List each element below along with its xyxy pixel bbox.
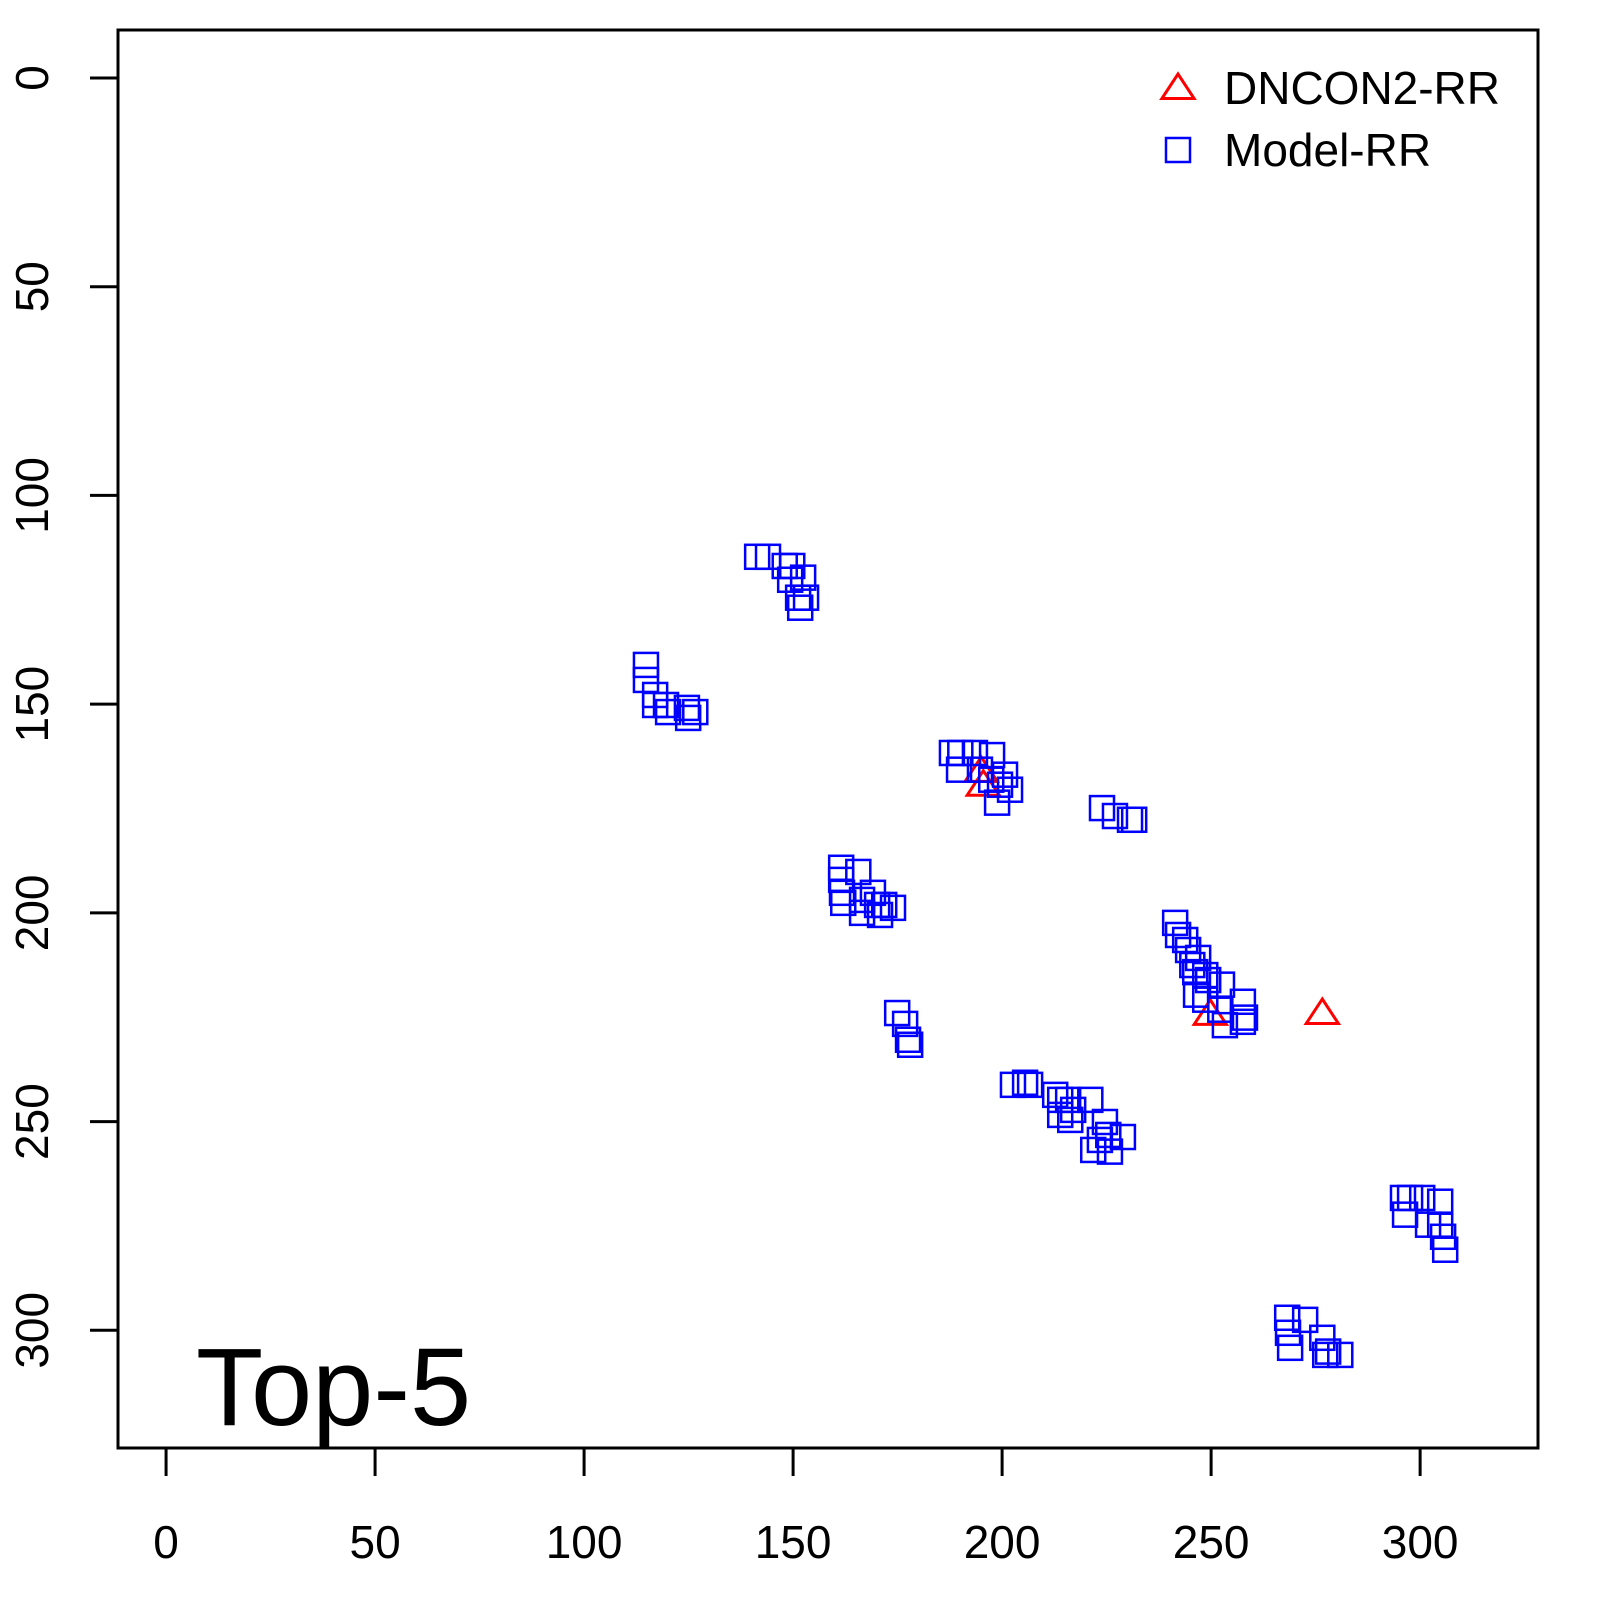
legend-label: DNCON2-RR <box>1224 62 1500 114</box>
square-point <box>1192 986 1219 1013</box>
y-tick-label: 250 <box>6 1083 58 1160</box>
square-point <box>894 1026 922 1054</box>
square-point <box>1391 1201 1419 1228</box>
square-point <box>1011 1069 1039 1097</box>
square-point <box>986 771 1014 798</box>
square-point <box>654 698 682 726</box>
x-tick-label: 150 <box>755 1516 832 1568</box>
square-point <box>1408 1184 1436 1212</box>
square-point <box>891 1010 919 1038</box>
square-point <box>1211 1011 1239 1039</box>
y-tick-label: 0 <box>6 65 58 91</box>
square-point <box>1109 1123 1137 1151</box>
square-point <box>632 666 660 694</box>
x-tick-label: 200 <box>964 1516 1041 1568</box>
square-point <box>1174 936 1202 964</box>
square-point <box>1056 1106 1084 1134</box>
y-tick-label: 50 <box>6 261 58 312</box>
square-point <box>945 756 973 783</box>
square-point <box>1077 1086 1104 1114</box>
square-point <box>870 891 898 919</box>
plot-frame <box>116 28 1540 1450</box>
square-point <box>845 858 872 886</box>
square-point <box>996 776 1024 803</box>
legend-marker <box>1164 136 1192 164</box>
y-tick-label: 200 <box>6 874 58 951</box>
square-point <box>1079 1136 1107 1164</box>
x-tick-label: 0 <box>153 1516 179 1568</box>
square-point <box>848 899 876 927</box>
square-point <box>896 1031 924 1059</box>
triangle-point <box>1303 996 1342 1026</box>
square-point <box>1184 944 1212 972</box>
square-point <box>1327 1341 1354 1369</box>
annotation: Top-5 <box>196 1326 471 1449</box>
square-point <box>991 761 1019 788</box>
x-tick-label: 250 <box>1173 1516 1250 1568</box>
legend-label: Model-RR <box>1224 124 1431 176</box>
square-point <box>786 594 814 621</box>
square-point <box>828 879 856 907</box>
square-point <box>1309 1324 1336 1352</box>
square-point <box>632 651 660 679</box>
square-point <box>947 739 974 767</box>
square-point <box>673 694 701 722</box>
square-point <box>1054 1086 1082 1114</box>
legend-marker <box>1159 71 1197 100</box>
square-point <box>789 564 817 591</box>
y-tick-label: 100 <box>6 457 58 534</box>
square-point <box>682 698 709 726</box>
square-point <box>792 584 820 611</box>
square-point <box>1101 802 1129 830</box>
square-point <box>1182 981 1210 1008</box>
square-point <box>1276 1334 1304 1362</box>
square-point <box>1120 806 1148 834</box>
y-tick-label: 150 <box>6 666 58 743</box>
square-point <box>879 894 907 922</box>
x-tick-label: 50 <box>349 1516 400 1568</box>
square-point <box>961 739 989 767</box>
square-point <box>1046 1101 1074 1129</box>
square-point <box>1273 1304 1301 1332</box>
triangle-point <box>964 767 1003 797</box>
square-point <box>1229 1008 1257 1036</box>
y-tick-label: 300 <box>6 1292 58 1369</box>
x-tick-label: 300 <box>1382 1516 1459 1568</box>
square-point <box>1231 1004 1259 1031</box>
square-point <box>1291 1306 1319 1334</box>
square-point <box>1016 1071 1044 1099</box>
square-point <box>938 739 966 767</box>
square-point <box>1164 921 1192 949</box>
square-point <box>1311 1341 1339 1369</box>
x-tick-label: 100 <box>546 1516 623 1568</box>
square-point <box>674 704 702 732</box>
square-point <box>1095 1121 1122 1149</box>
square-point <box>830 889 857 917</box>
square-point <box>1229 988 1257 1016</box>
square-point <box>1431 1236 1459 1263</box>
